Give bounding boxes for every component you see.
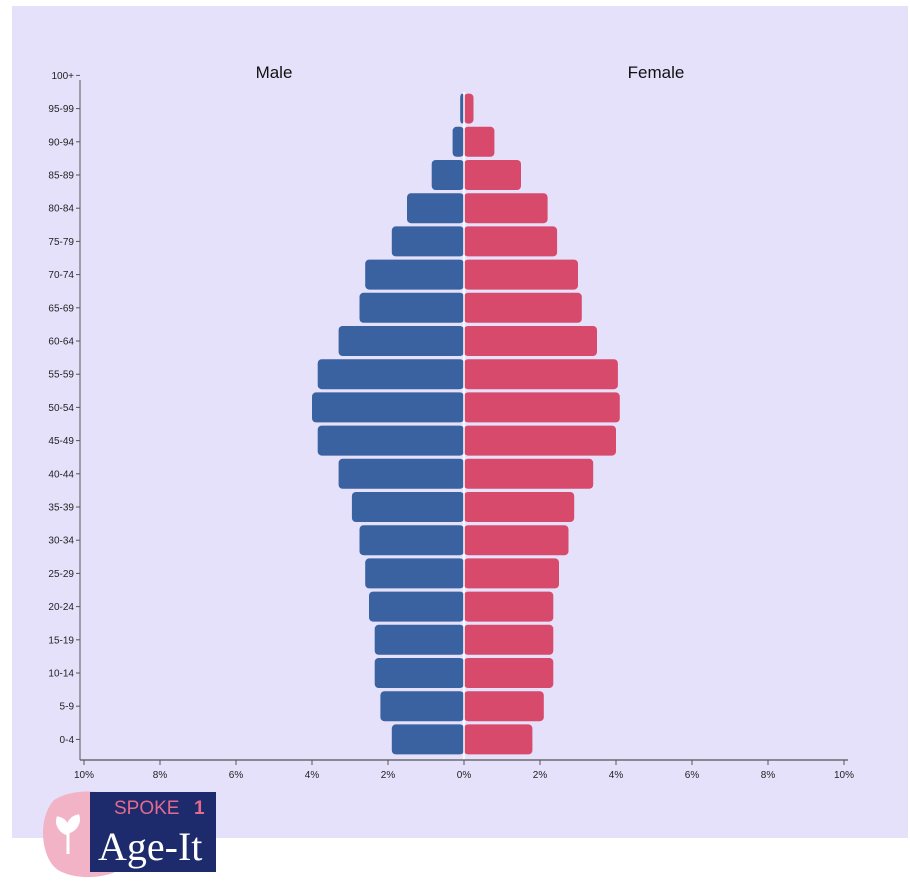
male-bar-75-79 — [391, 226, 464, 257]
female-bar-65-69 — [464, 292, 582, 323]
male-bar-15-19 — [374, 624, 464, 655]
logo-spoke-text: SPOKE — [114, 798, 179, 819]
male-bar-20-24 — [369, 591, 464, 622]
male-label: Male — [256, 63, 293, 82]
male-bar-65-69 — [359, 292, 464, 323]
female-bar-5-9 — [464, 691, 544, 722]
y-tick-label: 65-69 — [48, 303, 74, 314]
y-tick-label: 75-79 — [48, 237, 74, 248]
male-bar-30-34 — [359, 525, 464, 556]
y-tick-label: 55-59 — [48, 370, 74, 381]
male-bar-95-99 — [460, 93, 464, 124]
female-bar-75-79 — [464, 226, 558, 257]
female-bar-25-29 — [464, 558, 559, 589]
x-tick-label: 2% — [533, 770, 548, 781]
female-bar-70-74 — [464, 259, 578, 290]
y-tick-label: 15-19 — [48, 635, 74, 646]
female-bar-35-39 — [464, 492, 575, 522]
female-label: Female — [628, 63, 685, 82]
y-tick-label: 90-94 — [48, 137, 74, 148]
y-tick-label: 80-84 — [48, 204, 74, 215]
female-bar-60-64 — [464, 326, 597, 356]
y-tick-label: 40-44 — [48, 469, 74, 480]
labels-group: 0-4 5-9 10-14 15-19 20-24 25-29 30-34 35-39 40-4… — [48, 63, 854, 781]
male-bar-5-9 — [380, 691, 464, 722]
y-tick-label: 70-74 — [48, 270, 74, 281]
female-bar-95-99 — [464, 93, 474, 124]
y-tick-label: 5-9 — [60, 702, 75, 713]
male-bar-85-89 — [431, 160, 464, 190]
male-bar-35-39 — [351, 492, 464, 522]
female-bar-45-49 — [464, 425, 616, 456]
x-tick-label: 0% — [457, 770, 472, 781]
male-bar-50-54 — [312, 392, 464, 423]
y-tick-label: 50-54 — [48, 403, 74, 414]
male-bar-25-29 — [365, 558, 464, 589]
axes-group — [76, 74, 848, 765]
female-bar-30-34 — [464, 525, 569, 556]
x-tick-label: 10% — [834, 770, 854, 781]
y-tick-label: 20-24 — [48, 602, 74, 613]
bars-group — [312, 93, 620, 755]
x-tick-label: 10% — [74, 770, 94, 781]
sprout-icon — [56, 814, 80, 854]
y-tick-label: 35-39 — [48, 503, 74, 514]
female-bar-90-94 — [464, 126, 495, 157]
male-bar-45-49 — [317, 425, 464, 456]
y-tick-label: 95-99 — [48, 104, 74, 115]
x-tick-label: 4% — [609, 770, 624, 781]
x-tick-label: 4% — [305, 770, 320, 781]
female-bar-15-19 — [464, 624, 554, 655]
male-bar-0-4 — [391, 724, 464, 755]
female-bar-40-44 — [464, 458, 594, 489]
y-tick-label: 45-49 — [48, 436, 74, 447]
male-bar-90-94 — [452, 126, 464, 157]
female-bar-20-24 — [464, 591, 554, 622]
y-tick-label: 10-14 — [48, 669, 74, 680]
y-tick-label: 25-29 — [48, 569, 74, 580]
female-bar-0-4 — [464, 724, 533, 755]
male-bar-80-84 — [407, 193, 464, 224]
female-bar-55-59 — [464, 359, 618, 390]
y-tick-label: 0-4 — [60, 735, 75, 746]
chart-panel: 0-4 5-9 10-14 15-19 20-24 25-29 30-34 35-39 40-4… — [12, 6, 908, 838]
x-tick-label: 8% — [761, 770, 776, 781]
y-tick-label: 30-34 — [48, 536, 74, 547]
male-bar-10-14 — [374, 658, 464, 688]
male-bar-40-44 — [338, 458, 464, 489]
male-bar-60-64 — [338, 326, 464, 356]
y-tick-label: 100+ — [51, 71, 74, 82]
y-tick-label: 60-64 — [48, 337, 74, 348]
logo-brand-text: Age-It — [98, 824, 202, 869]
x-tick-label: 8% — [153, 770, 168, 781]
y-tick-label: 85-89 — [48, 171, 74, 182]
female-bar-85-89 — [464, 160, 521, 190]
male-bar-55-59 — [317, 359, 464, 390]
female-bar-80-84 — [464, 193, 548, 224]
male-bar-70-74 — [365, 259, 464, 290]
x-tick-label: 6% — [229, 770, 244, 781]
logo-spoke-number: 1 — [194, 798, 205, 819]
x-tick-label: 6% — [685, 770, 700, 781]
female-bar-50-54 — [464, 392, 620, 423]
population-pyramid-chart: 0-4 5-9 10-14 15-19 20-24 25-29 30-34 35-39 40-4… — [48, 63, 854, 781]
age-it-logo: SPOKE 1 Age-It — [38, 790, 218, 887]
x-tick-label: 2% — [381, 770, 396, 781]
logo-box — [90, 792, 216, 872]
female-bar-10-14 — [464, 658, 554, 688]
